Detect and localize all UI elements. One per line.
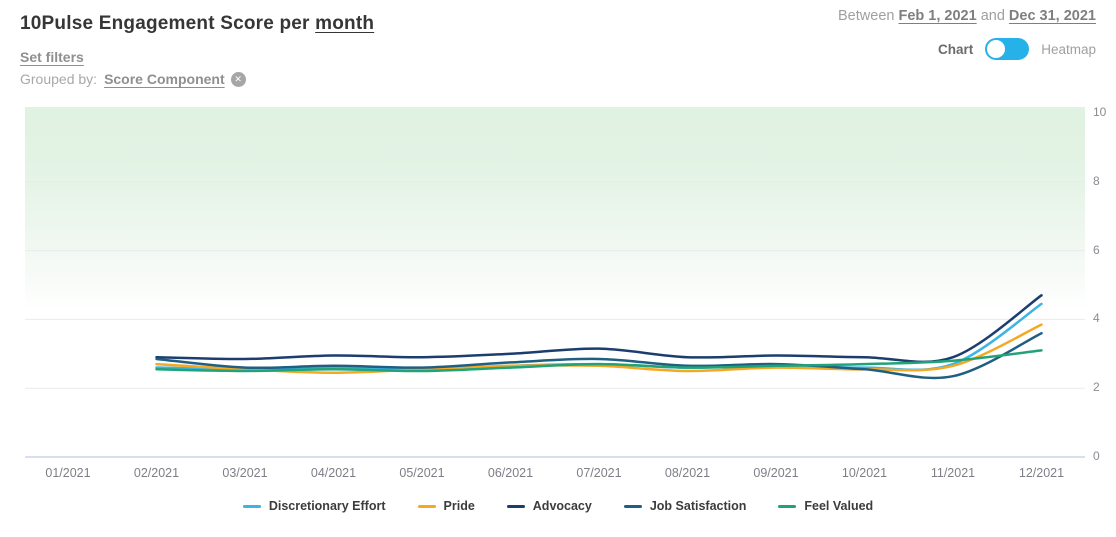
- chart-mode-label[interactable]: Chart: [937, 41, 974, 57]
- x-axis-label: 04/2021: [310, 466, 357, 480]
- start-date-link[interactable]: Feb 1, 2021: [898, 8, 977, 24]
- y-axis-label: 10: [1093, 105, 1107, 119]
- page-title-text: 10Pulse Engagement Score per: [20, 13, 316, 34]
- legend-item-advocacy[interactable]: Advocacy: [506, 499, 592, 513]
- legend-label: Pride: [443, 499, 475, 513]
- toggle-knob-icon: [987, 40, 1006, 58]
- x-axis-label: 06/2021: [487, 466, 534, 480]
- x-axis-label: 03/2021: [222, 466, 268, 480]
- remove-group-icon[interactable]: ✕: [230, 71, 246, 87]
- between-label: Between: [838, 8, 899, 24]
- legend-swatch-icon: [778, 504, 797, 508]
- legend-label: Job Satisfaction: [649, 499, 747, 513]
- legend-swatch-icon: [417, 504, 436, 508]
- legend-item-discretionary-effort[interactable]: Discretionary Effort: [242, 499, 386, 513]
- chart-heatmap-toggle[interactable]: [985, 38, 1030, 60]
- legend-swatch-icon: [623, 504, 642, 508]
- page-title: 10Pulse Engagement Score per month: [20, 13, 374, 35]
- x-axis-label: 10/2021: [841, 466, 888, 480]
- chart-legend: Discretionary Effort Pride Advocacy Job Sat…: [0, 499, 1116, 513]
- legend-item-pride[interactable]: Pride: [417, 499, 475, 513]
- legend-label: Advocacy: [532, 499, 592, 513]
- legend-label: Discretionary Effort: [268, 499, 386, 513]
- y-axis-label: 6: [1093, 242, 1100, 257]
- series-line-pride: [155, 323, 1043, 374]
- heatmap-mode-label[interactable]: Heatmap: [1041, 41, 1096, 57]
- legend-item-feel-valued[interactable]: Feel Valued: [778, 499, 873, 513]
- legend-label: Feel Valued: [804, 499, 874, 513]
- period-selector[interactable]: month: [315, 13, 375, 34]
- grouped-by-row: Grouped by: Score Component ✕: [20, 71, 246, 87]
- view-mode-row: Chart Heatmap: [938, 38, 1096, 60]
- x-axis-label: 11/2021: [930, 466, 976, 480]
- legend-swatch-icon: [242, 504, 261, 508]
- y-axis-label: 0: [1093, 449, 1100, 463]
- y-axis-label: 4: [1093, 311, 1100, 326]
- x-axis-label: 02/2021: [133, 466, 180, 480]
- end-date-link[interactable]: Dec 31, 2021: [1008, 8, 1096, 24]
- legend-swatch-icon: [506, 504, 525, 508]
- y-axis-label: 2: [1093, 380, 1100, 395]
- grouped-by-value-link[interactable]: Score Component: [104, 71, 225, 87]
- legend-item-job-satisfaction[interactable]: Job Satisfaction: [623, 499, 747, 513]
- line-chart-plot-area[interactable]: [25, 107, 1085, 459]
- grouped-by-label: Grouped by:: [20, 71, 98, 87]
- line-chart-svg: [25, 181, 1085, 458]
- x-axis-label: 09/2021: [753, 466, 799, 480]
- series-line-job-satisfaction: [155, 331, 1043, 380]
- x-axis-label: 07/2021: [576, 466, 622, 480]
- x-axis-label: 08/2021: [664, 466, 711, 480]
- x-axis-label: 01/2021: [45, 466, 91, 480]
- series-line-feel-valued: [155, 349, 1043, 373]
- set-filters-link[interactable]: Set filters: [20, 49, 84, 65]
- and-label: and: [976, 8, 1009, 24]
- x-axis-label: 05/2021: [399, 466, 445, 480]
- x-axis-label: 12/2021: [1018, 466, 1065, 480]
- series-line-advocacy: [155, 294, 1043, 364]
- y-axis-label: 8: [1093, 173, 1100, 188]
- date-range: Between Feb 1, 2021 and Dec 31, 2021: [838, 8, 1096, 24]
